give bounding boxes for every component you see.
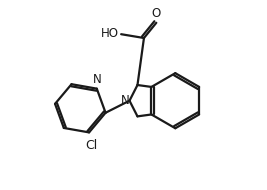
Text: N: N bbox=[121, 94, 130, 107]
Text: HO: HO bbox=[101, 27, 119, 40]
Text: Cl: Cl bbox=[85, 139, 97, 152]
Text: N: N bbox=[93, 73, 102, 86]
Text: O: O bbox=[152, 7, 161, 20]
